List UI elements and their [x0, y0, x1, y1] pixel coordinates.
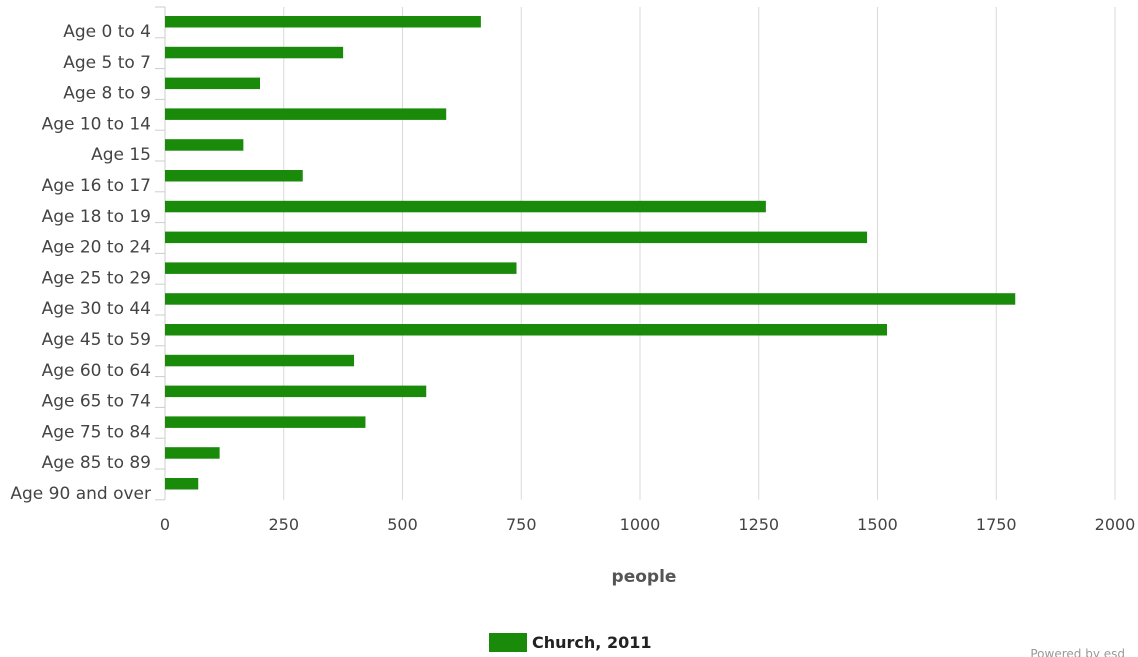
category-label: Age 10 to 14 [42, 114, 151, 134]
x-tick-label: 1000 [620, 515, 661, 534]
bar[interactable] [165, 447, 220, 459]
bar[interactable] [165, 200, 766, 213]
bar[interactable] [165, 46, 344, 59]
bar[interactable] [165, 293, 1016, 305]
x-tick-label: 1500 [857, 515, 898, 534]
bar[interactable] [165, 108, 447, 120]
x-tick-label: 750 [506, 515, 537, 534]
x-tick-labels: 0 250 500 750 1000 1250 1500 1750 2000 [160, 515, 1135, 534]
x-tick-label: 1750 [976, 515, 1017, 534]
legend-swatch[interactable] [489, 633, 527, 652]
bar[interactable] [165, 262, 517, 274]
x-axis-title: people [612, 567, 677, 587]
bars [165, 16, 1016, 490]
category-label: Age 20 to 24 [42, 238, 151, 258]
category-label: Age 15 [91, 145, 151, 165]
x-tick-label: 500 [387, 515, 418, 534]
category-label: Age 0 to 4 [63, 22, 151, 42]
category-label: Age 25 to 29 [42, 268, 151, 288]
category-label: Age 75 to 84 [42, 422, 151, 442]
credit-text[interactable]: Powered by esd [1030, 647, 1125, 657]
x-tick-label: 1250 [738, 515, 779, 534]
category-label: Age 65 to 74 [42, 392, 151, 412]
bar[interactable] [165, 16, 481, 28]
legend-label[interactable]: Church, 2011 [532, 633, 651, 652]
bar[interactable] [165, 139, 244, 151]
legend[interactable]: Church, 2011 [489, 633, 651, 652]
bar[interactable] [165, 478, 199, 490]
category-label: Age 30 to 44 [42, 299, 151, 319]
category-labels: Age 0 to 4 Age 5 to 7 Age 8 to 9 Age 10 to … [10, 22, 151, 504]
x-tick-label: 0 [160, 515, 170, 534]
bar[interactable] [165, 385, 427, 398]
category-label: Age 18 to 19 [42, 207, 151, 227]
x-tick-label: 2000 [1095, 515, 1136, 534]
bar[interactable] [165, 416, 366, 428]
category-label: Age 90 and over [10, 484, 151, 504]
grid-lines [155, 6, 1116, 501]
category-label: Age 45 to 59 [42, 330, 151, 350]
bar[interactable] [165, 324, 887, 336]
bar[interactable] [165, 231, 868, 244]
x-tick-label: 250 [268, 515, 299, 534]
bar[interactable] [165, 354, 355, 367]
bar[interactable] [165, 170, 303, 182]
category-label: Age 8 to 9 [63, 84, 151, 104]
category-label: Age 16 to 17 [42, 176, 151, 196]
category-label: Age 60 to 64 [42, 361, 151, 381]
category-label: Age 5 to 7 [63, 53, 151, 73]
category-label: Age 85 to 89 [42, 453, 151, 473]
bar[interactable] [165, 77, 260, 90]
